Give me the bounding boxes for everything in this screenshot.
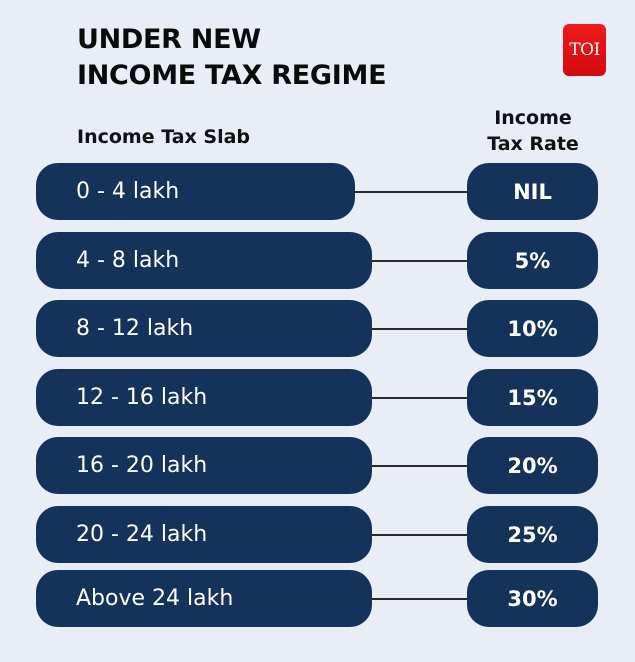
tax-row: 20 - 24 lakh 25% <box>0 506 635 563</box>
connector-line <box>372 260 467 262</box>
connector-line <box>355 191 467 193</box>
connector-line <box>372 465 467 467</box>
slab-label: 0 - 4 lakh <box>76 179 180 204</box>
slab-pill: 0 - 4 lakh <box>36 163 355 220</box>
slab-label: 16 - 20 lakh <box>76 453 208 478</box>
slab-label: 20 - 24 lakh <box>76 522 208 547</box>
rate-header-line-2: Tax Rate <box>487 133 579 155</box>
connector-line <box>372 598 467 600</box>
rate-value: 15% <box>507 385 558 410</box>
tax-row: 4 - 8 lakh 5% <box>0 232 635 289</box>
rate-header-line-1: Income <box>494 107 572 129</box>
connector-line <box>372 328 467 330</box>
tax-row: Above 24 lakh 30% <box>0 570 635 627</box>
rate-value: 20% <box>507 453 558 478</box>
rate-pill: NIL <box>467 163 598 220</box>
tax-row: 8 - 12 lakh 10% <box>0 300 635 357</box>
page-title: UNDER NEW INCOME TAX REGIME <box>77 22 387 94</box>
connector-line <box>372 534 467 536</box>
slab-pill: 20 - 24 lakh <box>36 506 372 563</box>
rate-value: 25% <box>507 522 558 547</box>
logo-text: TOI <box>569 40 600 60</box>
slab-label: 8 - 12 lakh <box>76 316 194 341</box>
rate-pill: 5% <box>467 232 598 289</box>
rate-pill: 10% <box>467 300 598 357</box>
slab-label: 4 - 8 lakh <box>76 248 180 273</box>
rate-pill: 20% <box>467 437 598 494</box>
title-line-1: UNDER NEW <box>77 24 261 55</box>
slab-pill: 16 - 20 lakh <box>36 437 372 494</box>
toi-logo: TOI <box>563 24 606 76</box>
rate-value: NIL <box>513 179 552 204</box>
slab-pill: Above 24 lakh <box>36 570 372 627</box>
tax-row: 16 - 20 lakh 20% <box>0 437 635 494</box>
rate-pill: 30% <box>467 570 598 627</box>
rate-value: 10% <box>507 316 558 341</box>
rate-pill: 25% <box>467 506 598 563</box>
tax-row: 12 - 16 lakh 15% <box>0 369 635 426</box>
slab-column-header: Income Tax Slab <box>77 126 251 148</box>
rate-column-header: Income Tax Rate <box>466 105 600 157</box>
slab-pill: 4 - 8 lakh <box>36 232 372 289</box>
slab-pill: 8 - 12 lakh <box>36 300 372 357</box>
rate-value: 5% <box>514 248 551 273</box>
slab-pill: 12 - 16 lakh <box>36 369 372 426</box>
connector-line <box>372 397 467 399</box>
slab-label: 12 - 16 lakh <box>76 385 208 410</box>
tax-row: 0 - 4 lakh NIL <box>0 163 635 220</box>
rate-pill: 15% <box>467 369 598 426</box>
title-line-2: INCOME TAX REGIME <box>77 60 387 91</box>
rate-value: 30% <box>507 586 558 611</box>
slab-label: Above 24 lakh <box>76 586 234 611</box>
